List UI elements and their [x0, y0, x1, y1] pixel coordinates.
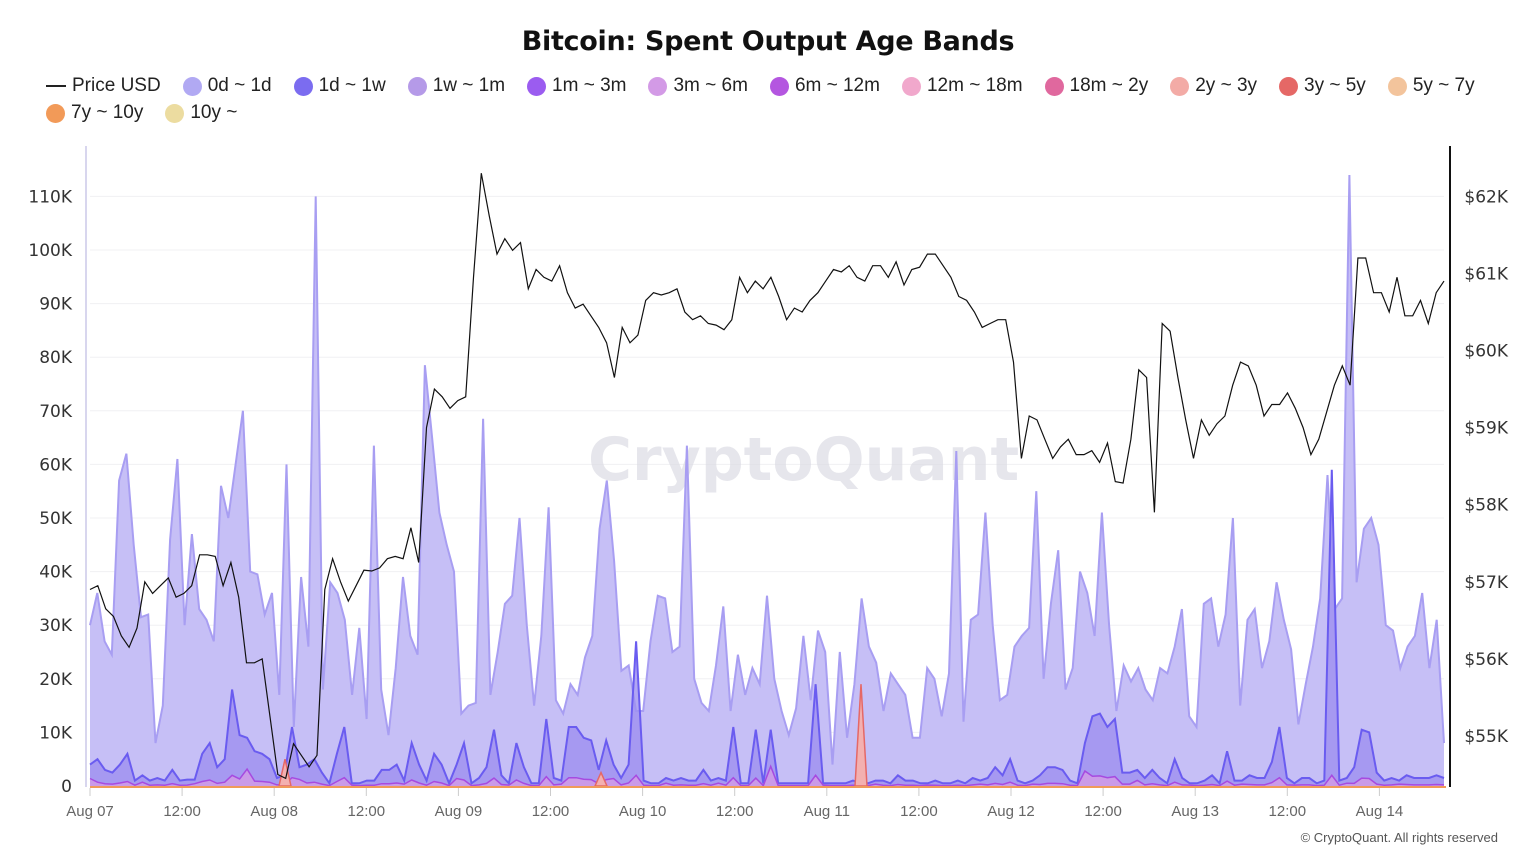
- watermark: CryptoQuant: [588, 425, 1019, 495]
- x-tick-label: 12:00: [1269, 803, 1307, 820]
- circle-swatch-icon: [1387, 76, 1407, 96]
- legend-label: 1m ~ 3m: [552, 75, 627, 96]
- y-left-tick-label: 60K: [39, 455, 73, 475]
- legend-item[interactable]: 1w ~ 1m: [407, 74, 506, 98]
- legend-label: 5y ~ 7y: [1412, 75, 1475, 96]
- legend-label: 7y ~ 10y: [71, 102, 144, 123]
- y-left-tick-label: 50K: [39, 509, 73, 529]
- circle-swatch-icon: [1044, 76, 1064, 96]
- legend-item[interactable]: 0d ~ 1d: [182, 74, 272, 98]
- price-usd-line: [89, 173, 1445, 780]
- legend-label: 12m ~ 18m: [926, 75, 1023, 96]
- circle-swatch-icon: [901, 76, 921, 96]
- legend-label: 3m ~ 6m: [673, 75, 748, 96]
- y-right-tick-label: $55K: [1464, 727, 1508, 747]
- y-right-tick-label: $62K: [1464, 187, 1508, 207]
- circle-swatch-icon: [293, 76, 313, 96]
- chart-title: Bitcoin: Spent Output Age Bands: [521, 26, 1015, 57]
- legend-item[interactable]: 18m ~ 2y: [1044, 74, 1149, 98]
- y-left-tick-label: 10K: [39, 723, 73, 743]
- legend-item[interactable]: Price USD: [46, 74, 161, 98]
- x-tick-label: 12:00: [900, 803, 938, 820]
- x-tick-label: 12:00: [348, 803, 386, 820]
- circle-swatch-icon: [769, 76, 789, 96]
- x-tick-label: Aug 09: [435, 803, 483, 820]
- y-left-tick-label: 40K: [39, 563, 73, 583]
- legend-label: 0d ~ 1d: [207, 75, 272, 96]
- legend-label: 1w ~ 1m: [432, 75, 506, 96]
- y-right-tick-label: $61K: [1464, 264, 1508, 284]
- axes: 0 10K 20K 30K 40K 50K 60K 70K 80K 90K 100K 110K $55K…: [28, 146, 1509, 820]
- legend-label: 6m ~ 12m: [794, 75, 880, 96]
- legend-item[interactable]: 1d ~ 1w: [293, 74, 386, 98]
- copyright-credit: © CryptoQuant. All rights reserved: [1300, 830, 1498, 845]
- y-left-tick-label: 100K: [28, 241, 72, 261]
- y-left-tick-label: 0: [61, 777, 72, 797]
- circle-swatch-icon: [1170, 76, 1190, 96]
- legend-label: 2y ~ 3y: [1195, 75, 1258, 96]
- circle-swatch-icon: [527, 76, 547, 96]
- x-tick-label: Aug 13: [1171, 803, 1219, 820]
- circle-swatch-icon: [407, 76, 427, 96]
- y-left-tick-label: 80K: [39, 348, 73, 368]
- y-right-tick-label: $59K: [1464, 419, 1508, 439]
- y-right-tick-label: $58K: [1464, 496, 1508, 516]
- legend-item[interactable]: 3y ~ 5y: [1279, 74, 1366, 98]
- y-left-tick-label: 110K: [28, 187, 72, 207]
- circle-swatch-icon: [46, 103, 65, 123]
- y-right-tick-label: $56K: [1464, 650, 1508, 670]
- x-tick-label: Aug 11: [804, 803, 850, 820]
- x-tick-label: 12:00: [716, 803, 754, 820]
- x-tick-label: 12:00: [1084, 803, 1122, 820]
- x-tick-label: Aug 10: [619, 803, 667, 820]
- y-left-tick-label: 70K: [39, 402, 73, 422]
- legend-label: 3y ~ 5y: [1304, 75, 1366, 96]
- circle-swatch-icon: [1279, 76, 1299, 96]
- x-tick-label: 12:00: [532, 803, 570, 820]
- line-swatch-icon: [46, 85, 66, 87]
- x-tick-label: Aug 12: [987, 803, 1035, 820]
- x-tick-label: 12:00: [163, 803, 201, 820]
- legend: Price USD 0d ~ 1d 1d ~ 1w 1w ~ 1m 1m ~ 3m 3m …: [46, 74, 1516, 125]
- stacked-areas: [89, 174, 1445, 787]
- x-tick-label: Aug 08: [250, 803, 298, 820]
- legend-item[interactable]: 3m ~ 6m: [648, 74, 748, 98]
- legend-item[interactable]: 2y ~ 3y: [1170, 74, 1257, 98]
- legend-label: Price USD: [72, 75, 161, 96]
- legend-item[interactable]: 5y ~ 7y: [1387, 74, 1475, 98]
- x-tick-label: Aug 07: [66, 803, 114, 820]
- area-0d-1d-edge: [89, 174, 1445, 765]
- legend-item[interactable]: 6m ~ 12m: [769, 74, 880, 98]
- price-line: [89, 173, 1445, 780]
- x-tick-label: Aug 14: [1356, 803, 1404, 820]
- y-left-tick-label: 90K: [39, 295, 73, 315]
- area-0d-1d: [90, 175, 1444, 786]
- legend-label: 10y ~: [190, 102, 238, 123]
- legend-item[interactable]: 7y ~ 10y: [46, 101, 143, 125]
- legend-item[interactable]: 12m ~ 18m: [901, 74, 1023, 98]
- circle-swatch-icon: [648, 76, 668, 96]
- y-right-tick-label: $60K: [1464, 342, 1508, 362]
- area-1d-1w-edge: [89, 469, 1445, 786]
- legend-label: 18m ~ 2y: [1069, 75, 1149, 96]
- y-left-tick-label: 20K: [39, 670, 73, 690]
- legend-label: 1d ~ 1w: [318, 75, 386, 96]
- legend-item[interactable]: 1m ~ 3m: [527, 74, 626, 98]
- y-right-tick-label: $57K: [1464, 573, 1508, 593]
- y-left-tick-label: 30K: [39, 616, 73, 636]
- legend-item[interactable]: 10y ~: [165, 101, 237, 125]
- circle-swatch-icon: [182, 76, 202, 96]
- circle-swatch-icon: [165, 103, 185, 123]
